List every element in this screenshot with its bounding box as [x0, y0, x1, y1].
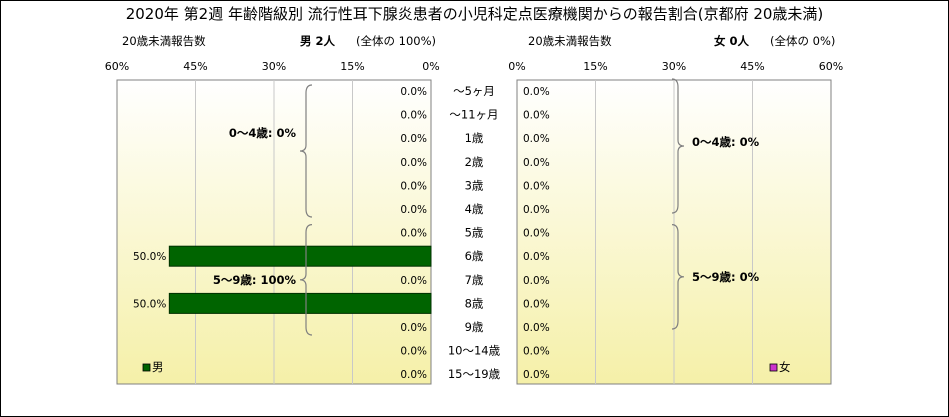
- left-header-label: 20歳未満報告数: [122, 34, 206, 48]
- age-category-label: 2歳: [465, 155, 484, 169]
- age-category-label: 15～19歳: [448, 367, 501, 381]
- male-value-label: 0.0%: [400, 275, 427, 287]
- right-x-tick-label: 45%: [740, 60, 764, 73]
- left-x-tick-label: 45%: [183, 60, 207, 73]
- left-sex-count-text: 男 2人: [300, 34, 336, 48]
- male-value-label: 0.0%: [400, 369, 427, 381]
- male-value-label: 50.0%: [133, 298, 166, 310]
- left-brace-5-9: [299, 224, 313, 336]
- male-value-label: 0.0%: [400, 346, 427, 358]
- right-share: (全体の 0%): [770, 34, 836, 48]
- female-value-label: 0.0%: [523, 86, 550, 98]
- female-legend-swatch: [769, 363, 778, 372]
- right-header-label: 20歳未満報告数: [528, 34, 612, 48]
- male-value-label: 50.0%: [133, 251, 166, 263]
- age-category-label: 3歳: [465, 178, 484, 192]
- male-value-label: 0.0%: [400, 110, 427, 122]
- male-value-label: 0.0%: [400, 204, 427, 216]
- female-value-label: 0.0%: [523, 204, 550, 216]
- chart-title: 2020年 第2週 年齢階級別 流行性耳下腺炎患者の小児科定点医療機関からの報告…: [125, 5, 824, 23]
- age-category-label: 1歳: [465, 131, 484, 145]
- male-value-label: 0.0%: [400, 322, 427, 334]
- age-category-label: 5歳: [465, 226, 484, 240]
- male-value-label: 0.0%: [400, 228, 427, 240]
- left-brace-0-4: [299, 84, 313, 218]
- female-value-label: 0.0%: [523, 322, 550, 334]
- female-value-label: 0.0%: [523, 157, 550, 169]
- right-sex-count: 女 0人: [714, 33, 749, 49]
- female-value-label: 0.0%: [523, 110, 550, 122]
- female-value-label: 0.0%: [523, 180, 550, 192]
- female-legend-label: 女: [779, 360, 791, 374]
- left-group-label-5-9: 5～9歳: 100%: [213, 273, 297, 287]
- female-value-label: 0.0%: [523, 251, 550, 263]
- male-legend-swatch: [142, 363, 151, 372]
- male-bar: [168, 245, 432, 267]
- age-category-label: ～5ヶ月: [453, 84, 495, 98]
- female-value-label: 0.0%: [523, 298, 550, 310]
- right-brace-5-9: [671, 224, 685, 330]
- left-sex-count: 男 2人: [300, 33, 335, 49]
- male-value-label: 0.0%: [400, 180, 427, 192]
- right-x-tick-label: 30%: [662, 60, 686, 73]
- right-brace-0-4: [671, 78, 685, 214]
- age-category-label: 7歳: [465, 273, 484, 287]
- right-x-tick-label: 0%: [508, 60, 525, 73]
- right-x-tick-label: 15%: [583, 60, 607, 73]
- male-value-label: 0.0%: [400, 157, 427, 169]
- left-group-label-0-4: 0～4歳: 0%: [229, 126, 297, 140]
- left-x-tick-label: 15%: [340, 60, 364, 73]
- male-value-label: 0.0%: [400, 133, 427, 145]
- left-share: (全体の 100%): [356, 34, 437, 48]
- age-category-label: 8歳: [465, 296, 484, 310]
- right-group-label-5-9: 5～9歳: 0%: [692, 270, 760, 284]
- female-value-label: 0.0%: [523, 369, 550, 381]
- female-value-label: 0.0%: [523, 133, 550, 145]
- left-x-tick-label: 30%: [262, 60, 286, 73]
- age-category-label: 4歳: [465, 202, 484, 216]
- female-value-label: 0.0%: [523, 228, 550, 240]
- age-category-label: 6歳: [465, 249, 484, 263]
- left-x-tick-label: 0%: [422, 60, 439, 73]
- age-category-label: ～11ヶ月: [449, 108, 498, 122]
- age-category-label: 10～14歳: [448, 344, 501, 358]
- male-bar: [168, 292, 432, 314]
- age-category-label: 9歳: [465, 320, 484, 334]
- male-value-label: 0.0%: [400, 86, 427, 98]
- right-group-label-0-4: 0～4歳: 0%: [692, 135, 760, 149]
- right-x-tick-label: 60%: [819, 60, 843, 73]
- male-legend-label: 男: [152, 360, 164, 374]
- female-value-label: 0.0%: [523, 346, 550, 358]
- female-value-label: 0.0%: [523, 275, 550, 287]
- left-x-tick-label: 60%: [105, 60, 129, 73]
- right-sex-count-text: 女 0人: [714, 34, 750, 48]
